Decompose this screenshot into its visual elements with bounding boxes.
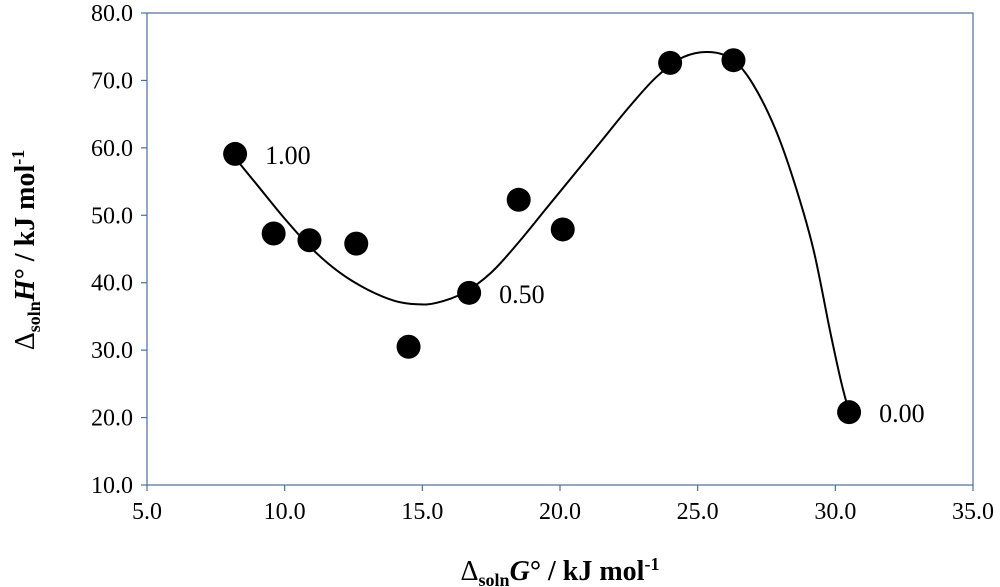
axis-ticks: 5.0 10.0 15.0 20.0 25.0 30.0 35.010.020.030.04… <box>91 1 994 525</box>
x-axis-title-var: G <box>510 556 530 587</box>
x-axis-title-sup: -1 <box>644 554 659 574</box>
data-point <box>223 141 248 166</box>
y-tick-label: 10.0 <box>91 473 133 499</box>
y-tick-label: 50.0 <box>91 203 133 229</box>
y-axis-title-delta: Δ <box>10 332 41 350</box>
data-point <box>550 217 575 242</box>
x-tick-label: 20.0 <box>539 499 581 525</box>
x-tick-label: 35.0 <box>952 499 994 525</box>
point-annotation: 0.50 <box>499 280 545 309</box>
x-axis-title: ΔsolnG° / kJ mol-1 <box>461 554 660 587</box>
point-annotation: 1.00 <box>265 141 311 170</box>
x-axis-title-delta: Δ <box>461 556 479 587</box>
data-point <box>506 187 531 212</box>
data-point <box>396 334 421 359</box>
x-tick-label: 10.0 <box>264 499 306 525</box>
x-axis-title-sub: soln <box>479 570 510 587</box>
y-axis-title-sup: -1 <box>8 150 28 165</box>
point-annotation: 0.00 <box>879 399 925 428</box>
fit-curve-layer <box>234 50 851 413</box>
data-point <box>721 48 746 73</box>
y-axis-title-sub: soln <box>24 301 44 332</box>
data-point <box>837 400 862 425</box>
data-points <box>223 48 862 425</box>
x-tick-label: 5.0 <box>132 499 162 525</box>
y-tick-label: 20.0 <box>91 406 133 432</box>
y-axis-title-rest: ° / kJ mol <box>10 165 41 280</box>
fit-curve <box>234 50 851 413</box>
y-tick-label: 80.0 <box>91 1 133 27</box>
y-tick-label: 60.0 <box>91 136 133 162</box>
y-axis-title: ΔsolnH° / kJ mol-1 <box>8 150 44 350</box>
y-tick-label: 70.0 <box>91 68 133 94</box>
data-point <box>261 221 286 246</box>
data-point <box>297 228 322 253</box>
x-axis-title-rest: ° / kJ mol <box>530 556 645 587</box>
y-tick-label: 30.0 <box>91 338 133 364</box>
y-axis-title-var: H <box>10 278 41 302</box>
data-point <box>658 50 683 75</box>
x-tick-label: 25.0 <box>677 499 719 525</box>
y-tick-label: 40.0 <box>91 271 133 297</box>
x-tick-label: 30.0 <box>814 499 856 525</box>
point-annotations: 1.00 0.50 0.00 <box>265 141 924 428</box>
x-tick-label: 15.0 <box>401 499 443 525</box>
data-point <box>344 231 369 256</box>
data-point <box>457 280 482 305</box>
